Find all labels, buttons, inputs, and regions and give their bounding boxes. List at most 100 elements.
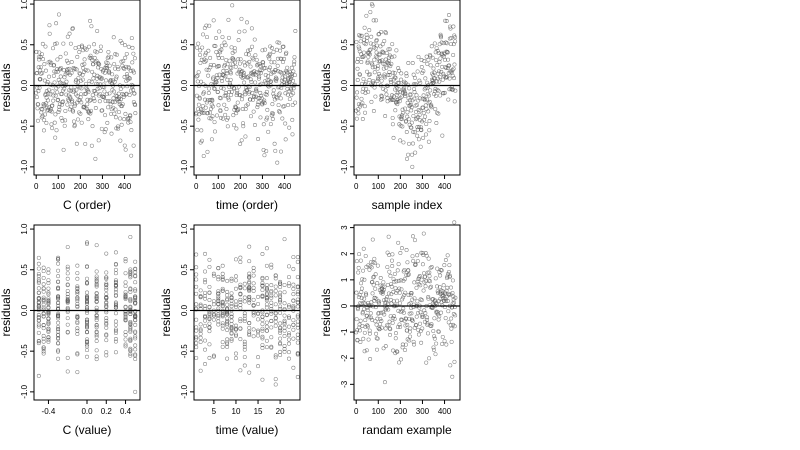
- data-point: [37, 77, 42, 82]
- data-point: [40, 107, 45, 112]
- data-point: [128, 269, 133, 274]
- data-point: [375, 263, 380, 268]
- data-point: [282, 325, 287, 330]
- data-point: [203, 296, 208, 301]
- data-point: [285, 70, 290, 75]
- data-point: [355, 59, 360, 64]
- data-point: [94, 91, 99, 96]
- data-point: [396, 262, 401, 267]
- data-point: [46, 292, 51, 297]
- data-point: [412, 96, 417, 101]
- data-point: [389, 61, 394, 66]
- data-point: [282, 334, 287, 338]
- data-point: [381, 280, 386, 285]
- data-point: [273, 284, 278, 289]
- data-point: [295, 300, 300, 305]
- data-point: [75, 276, 80, 281]
- data-point: [452, 359, 457, 364]
- data-point: [67, 66, 72, 71]
- data-point: [65, 329, 70, 334]
- y-tick-label: 0.5: [180, 39, 189, 51]
- data-point: [44, 120, 49, 125]
- data-point: [419, 58, 424, 62]
- x-tick-label: 200: [394, 407, 408, 416]
- data-point: [391, 135, 396, 140]
- data-point: [399, 287, 404, 292]
- data-point: [368, 357, 373, 361]
- data-point: [291, 322, 296, 327]
- data-point: [403, 106, 407, 111]
- data-point: [85, 296, 89, 301]
- data-point: [233, 278, 238, 283]
- data-point: [251, 288, 256, 293]
- data-point: [367, 78, 372, 83]
- data-point: [209, 116, 214, 121]
- data-point: [251, 281, 256, 286]
- data-point: [359, 33, 364, 38]
- data-point: [203, 338, 208, 343]
- data-point: [265, 107, 270, 112]
- data-point: [94, 291, 99, 296]
- data-point: [387, 73, 392, 77]
- data-point: [427, 93, 432, 98]
- data-point: [194, 345, 199, 350]
- data-point: [416, 108, 421, 113]
- data-point: [283, 137, 288, 142]
- data-point: [56, 332, 61, 337]
- data-point: [218, 115, 223, 120]
- data-point: [94, 305, 99, 310]
- data-point: [390, 264, 395, 269]
- data-point: [416, 54, 421, 59]
- data-point: [402, 293, 407, 298]
- data-point: [373, 272, 378, 277]
- data-point: [39, 71, 44, 76]
- data-point: [49, 107, 53, 112]
- data-point: [357, 252, 362, 257]
- data-point: [411, 259, 416, 263]
- x-axis-title: randam example: [362, 423, 452, 437]
- data-point: [233, 274, 238, 279]
- data-point: [450, 87, 455, 92]
- data-point: [203, 362, 208, 366]
- data-point: [220, 116, 225, 121]
- data-point: [36, 280, 41, 285]
- data-point: [438, 273, 443, 278]
- data-point: [440, 77, 445, 82]
- data-point: [242, 299, 247, 304]
- data-point: [398, 278, 403, 283]
- data-point: [238, 260, 243, 264]
- data-point: [278, 353, 283, 358]
- data-point: [251, 327, 256, 332]
- data-point: [96, 138, 101, 143]
- data-point: [104, 338, 109, 343]
- data-point: [74, 67, 79, 72]
- data-point: [428, 88, 433, 93]
- data-point: [36, 313, 41, 317]
- data-point: [381, 346, 386, 351]
- data-point: [260, 326, 265, 331]
- data-point: [358, 318, 363, 323]
- data-point: [133, 259, 138, 264]
- data-point: [390, 252, 395, 257]
- data-point: [75, 297, 80, 302]
- data-point: [278, 96, 283, 101]
- data-point: [87, 98, 92, 103]
- data-point: [291, 365, 296, 370]
- data-point: [437, 74, 442, 79]
- data-point: [282, 320, 287, 325]
- data-point: [93, 156, 98, 161]
- data-point: [108, 78, 113, 83]
- data-point: [129, 82, 134, 87]
- data-point: [446, 269, 451, 274]
- data-point: [46, 278, 51, 283]
- data-point: [132, 102, 137, 107]
- data-point: [113, 250, 118, 255]
- data-point: [123, 43, 127, 48]
- data-point: [273, 68, 278, 73]
- data-point: [65, 355, 70, 360]
- y-tick-label: -0.5: [180, 344, 189, 358]
- data-point: [375, 66, 380, 71]
- data-point: [79, 100, 84, 105]
- data-point: [83, 68, 88, 73]
- data-point: [277, 109, 281, 114]
